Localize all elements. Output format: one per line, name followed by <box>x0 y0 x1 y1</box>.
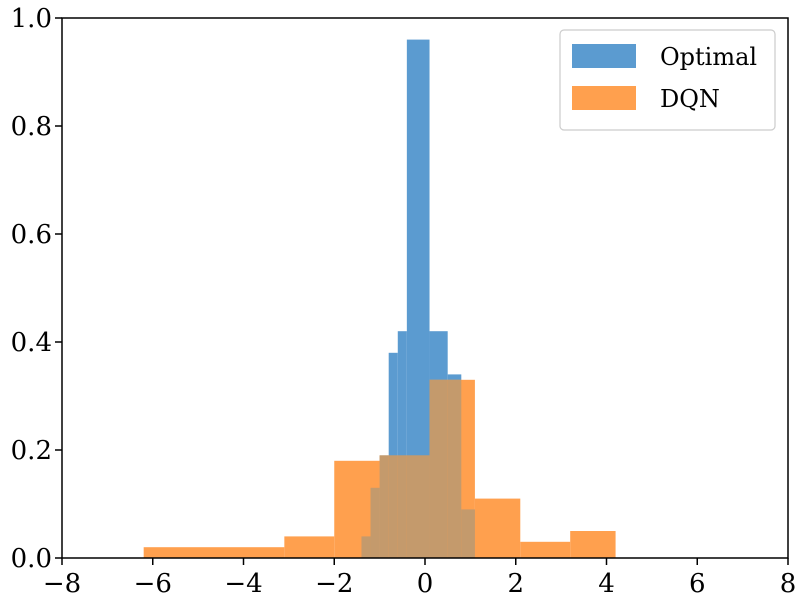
x-tick-label: −2 <box>315 569 353 599</box>
x-axis: −8 −6 −4 −2 0 2 4 6 8 <box>43 558 796 599</box>
x-tick-label: −4 <box>224 569 262 599</box>
x-tick-label: 4 <box>598 569 615 599</box>
x-tick-label: 2 <box>507 569 524 599</box>
y-tick-label: 0.0 <box>11 544 52 574</box>
overlap-region <box>361 379 475 558</box>
legend-label-dqn: DQN <box>660 85 720 113</box>
legend-swatch-dqn <box>572 86 636 110</box>
overlap-bar-2 <box>379 455 389 558</box>
overlap-bar-4 <box>397 455 407 558</box>
x-tick-label: −6 <box>134 569 172 599</box>
optimal-bar-5 <box>406 39 430 559</box>
legend-label-optimal: Optimal <box>660 43 757 71</box>
x-tick-label: −8 <box>43 569 81 599</box>
overlap-bar-0 <box>361 536 371 558</box>
overlap-bar-5 <box>406 455 430 558</box>
x-tick-label: 8 <box>780 569 797 599</box>
x-tick-label: 6 <box>689 569 706 599</box>
overlap-bar-8 <box>461 509 475 558</box>
overlap-bar-6 <box>429 379 448 558</box>
dqn-bar-0 <box>143 547 285 558</box>
dqn-bar-5 <box>474 498 521 558</box>
y-tick-label: 0.4 <box>11 328 52 358</box>
y-tick-label: 0.6 <box>11 220 52 250</box>
legend-swatch-optimal <box>572 44 636 68</box>
optimal-bar-4 <box>397 331 407 558</box>
y-tick-label: 0.2 <box>11 436 52 466</box>
legend: Optimal DQN <box>559 29 776 131</box>
overlap-bar-3 <box>388 455 398 558</box>
y-tick-label: 1.0 <box>11 4 52 34</box>
overlap-bar-7 <box>447 379 462 558</box>
dqn-bar-7 <box>570 531 616 558</box>
dqn-bar-6 <box>520 541 571 558</box>
y-axis: 0.0 0.2 0.4 0.6 0.8 1.0 <box>11 4 62 574</box>
overlap-bar-1 <box>370 487 380 558</box>
dqn-bar-1 <box>284 536 335 558</box>
x-tick-label: 0 <box>417 569 434 599</box>
y-tick-label: 0.8 <box>11 112 52 142</box>
